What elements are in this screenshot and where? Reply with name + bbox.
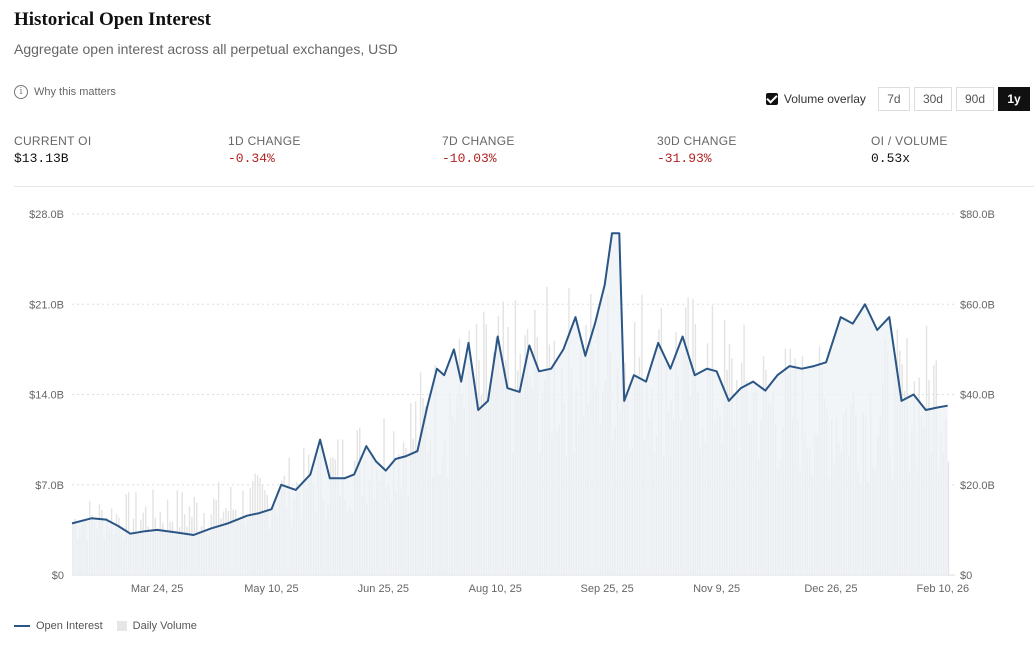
x-tick-label: Dec 26, 25 — [804, 583, 857, 595]
range-button-7d[interactable]: 7d — [877, 87, 910, 111]
y-right-tick-label: $20.0B — [960, 480, 995, 492]
page-subtitle: Aggregate open interest across all perpe… — [14, 41, 398, 57]
oi-area — [72, 233, 948, 576]
stat-value: -10.03% — [442, 151, 497, 166]
stat-label: 7D CHANGE — [442, 134, 515, 148]
stat-7d-change: 7D CHANGE -10.03% — [442, 134, 515, 166]
y-left-tick-label: $14.0B — [29, 390, 64, 402]
x-tick-label: Sep 25, 25 — [581, 583, 634, 595]
x-tick-label: May 10, 25 — [244, 583, 298, 595]
x-tick-label: Jun 25, 25 — [358, 583, 409, 595]
stat-label: OI / VOLUME — [871, 134, 948, 148]
volume-bar — [947, 461, 950, 575]
page-title: Historical Open Interest — [14, 9, 212, 30]
x-tick-label: Mar 24, 25 — [131, 583, 184, 595]
stat-oi-volume: OI / VOLUME 0.53x — [871, 134, 948, 166]
stat-value: -0.34% — [228, 151, 275, 166]
stat-label: 1D CHANGE — [228, 134, 301, 148]
y-right-tick-label: $60.0B — [960, 299, 995, 311]
volume-overlay-toggle[interactable]: Volume overlay — [765, 92, 866, 106]
stat-value: $13.13B — [14, 151, 69, 166]
legend-box-swatch — [116, 621, 127, 631]
stat-label: 30D CHANGE — [657, 134, 737, 148]
legend-label-volume: Daily Volume — [132, 620, 197, 632]
chart-legend: Open Interest Daily Volume — [14, 620, 211, 632]
volume-overlay-label: Volume overlay — [783, 92, 866, 106]
range-button-1y[interactable]: 1y — [998, 87, 1030, 111]
stat-value: -31.93% — [657, 151, 712, 166]
y-left-tick-label: $21.0B — [29, 299, 64, 311]
why-this-matters-link[interactable]: i Why this matters — [14, 85, 116, 99]
range-button-90d[interactable]: 90d — [955, 87, 994, 111]
legend-line-swatch — [14, 625, 30, 627]
range-button-30d[interactable]: 30d — [913, 87, 952, 111]
stat-1d-change: 1D CHANGE -0.34% — [228, 134, 301, 166]
y-left-tick-label: $28.0B — [29, 209, 64, 221]
why-this-matters-label: Why this matters — [34, 86, 116, 98]
y-right-tick-label: $40.0B — [960, 390, 995, 402]
open-interest-chart[interactable]: $0 $0 $7.0B $20.0B $14.0B $40.0B $21.0B $60.0B $… — [0, 195, 1034, 605]
stat-current-oi: CURRENT OI $13.13B — [14, 134, 91, 166]
x-tick-label: Feb 10, 26 — [917, 583, 970, 595]
stat-value: 0.53x — [871, 151, 911, 166]
info-icon: i — [14, 85, 28, 99]
stats-row: CURRENT OI $13.13B 1D CHANGE -0.34% 7D C… — [14, 134, 1034, 187]
oi-line — [71, 232, 948, 536]
stat-label: CURRENT OI — [14, 134, 92, 148]
y-left-tick-label: $7.0B — [35, 480, 64, 492]
stat-30d-change: 30D CHANGE -31.93% — [657, 134, 737, 166]
legend-label-oi: Open Interest — [36, 620, 103, 632]
y-right-tick-label: $0 — [960, 570, 972, 582]
chart-controls: Volume overlay 7d 30d 90d 1y — [765, 87, 1030, 111]
y-left-tick-label: $0 — [52, 570, 64, 582]
x-tick-label: Aug 10, 25 — [469, 583, 522, 595]
x-tick-label: Nov 9, 25 — [693, 583, 740, 595]
y-right-tick-label: $80.0B — [960, 209, 995, 221]
checkbox-checked-icon[interactable] — [765, 93, 778, 105]
legend-item-oi: Open Interest — [14, 620, 103, 632]
legend-item-volume: Daily Volume — [116, 620, 197, 632]
